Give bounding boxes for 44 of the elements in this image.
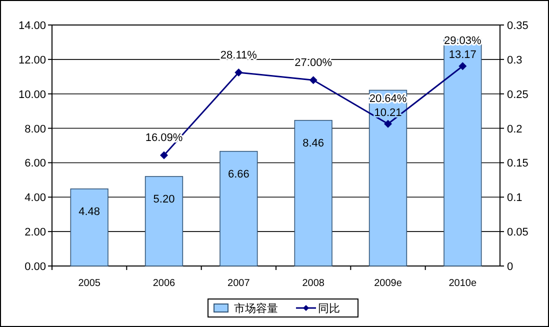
- y2-tick-label: 0.05: [507, 226, 528, 239]
- point: [458, 62, 467, 70]
- data-label: 28.11%: [220, 49, 258, 62]
- x-tick-label: 2009e: [374, 278, 402, 289]
- y-tick-label: 2.00: [24, 226, 46, 239]
- x-tick-label: 2007: [228, 278, 250, 289]
- bar: [294, 120, 332, 266]
- point: [384, 120, 392, 128]
- y2-tick-label: 0.25: [507, 88, 528, 101]
- y2-tick-label: 0.2: [507, 123, 522, 136]
- data-label: 13.17: [448, 49, 476, 62]
- x-tick-label: 2006: [152, 278, 176, 289]
- data-label: 20.64%: [369, 92, 407, 105]
- y2-tick-label: 0.1: [507, 192, 522, 204]
- y2-tick-label: 0.15: [507, 158, 528, 170]
- y-tick-label: 0.00: [24, 261, 46, 273]
- data-label: 4.48: [78, 206, 100, 218]
- data-label: 8.46: [302, 137, 324, 150]
- legend-label: 市场容量: [234, 302, 278, 315]
- y2-tick-label: 0: [507, 261, 514, 273]
- bar: [368, 90, 408, 266]
- bar: [144, 176, 184, 266]
- y-tick-label: 14.00: [18, 20, 46, 32]
- x-tick-label: 2005: [78, 278, 101, 289]
- y-tick-label: 8.00: [24, 123, 46, 136]
- data-label: 10.21: [374, 106, 402, 119]
- y2-tick-label: 0.3: [507, 54, 522, 66]
- x-tick-label: 2010e: [448, 278, 478, 289]
- point: [234, 68, 243, 76]
- point: [309, 76, 318, 84]
- data-label: 6.66: [228, 168, 250, 180]
- y-tick-label: 6.00: [24, 158, 46, 170]
- data-label: 27.00%: [294, 57, 332, 70]
- bar: [220, 150, 258, 266]
- y2-tick-label: 0.35: [507, 20, 528, 32]
- x-tick-label: 2008: [302, 278, 325, 289]
- legend-label: 同比: [318, 302, 340, 315]
- bar: [70, 188, 108, 266]
- point: [160, 151, 168, 160]
- data-label: 5.20: [153, 193, 175, 206]
- data-label: 29.03%: [444, 35, 482, 48]
- y-tick-label: 4.00: [24, 192, 46, 204]
- y-tick-label: 10.00: [18, 88, 46, 101]
- y-tick-label: 12.00: [18, 54, 46, 66]
